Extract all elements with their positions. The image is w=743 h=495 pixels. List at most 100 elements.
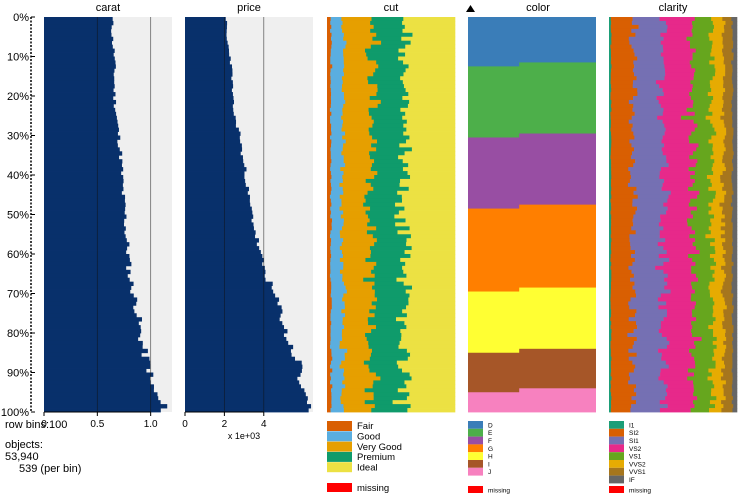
category-segment xyxy=(733,56,738,61)
category-segment xyxy=(659,230,696,235)
category-segment xyxy=(331,131,346,136)
category-segment xyxy=(636,76,665,81)
mean-bar xyxy=(185,76,232,81)
category-segment xyxy=(344,356,371,362)
category-segment xyxy=(690,408,710,413)
category-segment xyxy=(611,178,631,184)
category-segment xyxy=(611,313,636,318)
mean-bar xyxy=(44,182,123,188)
category-segment xyxy=(726,127,734,132)
category-segment xyxy=(611,99,630,105)
category-segment xyxy=(330,80,344,85)
category-segment xyxy=(343,190,368,196)
category-segment xyxy=(694,305,714,310)
category-segment xyxy=(609,139,612,144)
category-segment xyxy=(712,111,725,117)
category-segment xyxy=(610,48,634,53)
category-segment xyxy=(327,131,332,136)
category-segment xyxy=(339,194,365,200)
category-segment xyxy=(339,230,368,235)
category-segment xyxy=(733,167,738,172)
mean-bar xyxy=(185,88,232,93)
category-segment xyxy=(732,36,738,42)
category-segment xyxy=(731,60,738,65)
category-segment xyxy=(609,261,612,267)
category-segment xyxy=(694,340,714,346)
category-segment xyxy=(330,408,345,413)
legend-swatch xyxy=(468,452,483,460)
category-segment xyxy=(693,384,715,389)
category-segment xyxy=(721,218,732,223)
category-segment xyxy=(345,99,382,105)
category-segment xyxy=(688,186,709,192)
category-segment xyxy=(611,404,632,409)
mean-bar xyxy=(185,301,278,306)
category-segment xyxy=(409,392,456,397)
category-segment xyxy=(724,198,733,204)
category-segment xyxy=(629,139,662,144)
category-segment xyxy=(732,230,738,235)
category-segment xyxy=(637,325,662,330)
category-segment xyxy=(668,163,697,168)
category-segment xyxy=(343,404,376,409)
category-segment xyxy=(609,380,611,385)
category-segment xyxy=(331,348,348,354)
category-segment xyxy=(331,24,342,30)
category-segment xyxy=(711,388,724,393)
category-segment xyxy=(732,155,738,160)
category-segment xyxy=(732,135,738,140)
category-segment xyxy=(610,226,632,231)
category-segment xyxy=(327,305,333,310)
category-segment xyxy=(342,254,371,259)
category-segment xyxy=(611,56,638,61)
category-segment xyxy=(410,234,456,239)
category-segment xyxy=(628,119,663,125)
mean-bar xyxy=(185,17,226,22)
category-segment xyxy=(327,230,331,235)
category-segment xyxy=(692,242,711,247)
mean-bar xyxy=(44,265,127,271)
category-segment xyxy=(405,218,456,223)
category-segment xyxy=(330,127,342,132)
category-segment xyxy=(340,214,369,219)
mean-bar xyxy=(185,28,227,34)
category-segment xyxy=(631,44,664,49)
category-segment xyxy=(731,171,738,176)
category-segment xyxy=(609,123,612,128)
category-segment xyxy=(331,44,346,49)
category-segment xyxy=(610,44,632,49)
category-segment xyxy=(611,88,638,93)
category-segment xyxy=(331,238,344,243)
mean-bar xyxy=(185,72,233,77)
category-segment xyxy=(628,167,662,172)
category-segment xyxy=(732,163,738,168)
category-segment xyxy=(628,99,660,105)
category-segment xyxy=(721,408,733,413)
category-segment xyxy=(722,171,732,176)
category-segment xyxy=(371,17,404,22)
category-segment xyxy=(327,103,332,109)
legend-swatch xyxy=(327,441,352,452)
category-segment xyxy=(667,206,698,211)
mean-bar xyxy=(185,317,280,322)
category-segment xyxy=(733,151,738,156)
category-segment xyxy=(327,119,331,125)
category-segment xyxy=(331,392,342,397)
category-segment xyxy=(694,72,716,77)
category-segment xyxy=(635,230,661,235)
category-segment xyxy=(724,297,733,302)
category-segment xyxy=(715,404,724,409)
mean-bar xyxy=(185,293,276,298)
legend-swatch xyxy=(609,475,624,484)
mean-bar xyxy=(44,340,143,346)
category-segment xyxy=(611,159,636,164)
boundary-segment xyxy=(519,287,596,292)
category-segment xyxy=(408,64,456,69)
category-segment xyxy=(725,348,734,354)
category-segment xyxy=(722,48,732,53)
mean-bar xyxy=(44,305,134,310)
mean-bar xyxy=(185,198,250,204)
category-segment xyxy=(710,155,723,160)
category-segment xyxy=(407,356,456,362)
